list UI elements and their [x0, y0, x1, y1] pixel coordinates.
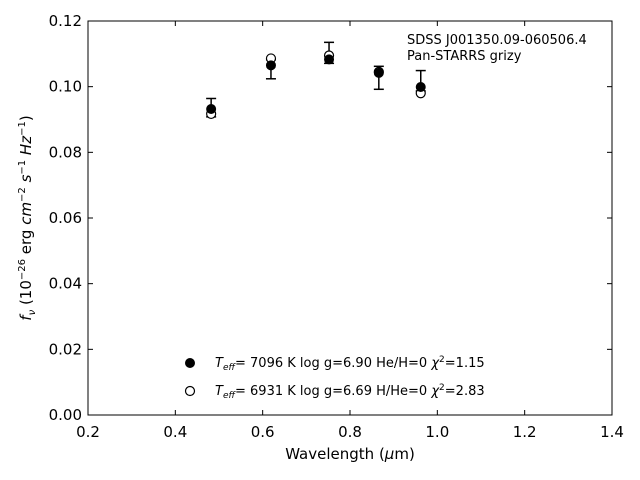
y-axis-label: fν (10−26 erg cm−2 s−1 Hz−1) [17, 115, 38, 320]
axis-ticks: 0.2 0.4 0.6 0.8 1.0 1.2 1.4 0.00 0.02 0.04 0.06 0.0… [49, 12, 624, 441]
error-bars [206, 41, 426, 118]
filled-circle-point [415, 81, 426, 92]
y-tick-label: 0.02 [49, 340, 82, 358]
y-tick-label: 0.08 [49, 143, 82, 161]
y-tick-label: 0.00 [49, 406, 82, 424]
x-tick-label: 1.0 [425, 423, 449, 441]
legend-entry-2: Teff= 6931 K log g=6.69 H/He=0 χ2=2.83 [215, 383, 485, 401]
filled-circle-point [265, 60, 276, 71]
x-tick-label: 0.2 [76, 423, 100, 441]
x-tick-label: 0.6 [251, 423, 275, 441]
legend: Teff= 7096 K log g=6.90 He/H=0 χ2=1.15 T… [184, 355, 485, 401]
annotation-line-2: Pan-STARRS grizy [407, 49, 522, 64]
filled-circle-point [324, 54, 335, 65]
x-tick-label: 0.8 [338, 423, 362, 441]
x-tick-label: 1.2 [513, 423, 537, 441]
x-tick-label: 0.4 [163, 423, 187, 441]
filled-circle-point [206, 103, 217, 114]
y-tick-label: 0.06 [49, 209, 82, 227]
legend-marker-open [184, 385, 196, 397]
x-axis-label: Wavelength (μm) [285, 445, 415, 463]
data-points [206, 50, 426, 120]
y-tick-label: 0.12 [49, 12, 82, 30]
legend-entry-1: Teff= 7096 K log g=6.90 He/H=0 χ2=1.15 [215, 355, 485, 373]
legend-marker-filled [185, 358, 195, 368]
annotation-line-1: SDSS J001350.09-060506.4 [407, 33, 587, 48]
y-tick-label: 0.04 [49, 275, 82, 293]
filled-circle-point [373, 67, 384, 78]
x-tick-label: 1.4 [600, 423, 624, 441]
y-tick-label: 0.10 [49, 78, 82, 96]
